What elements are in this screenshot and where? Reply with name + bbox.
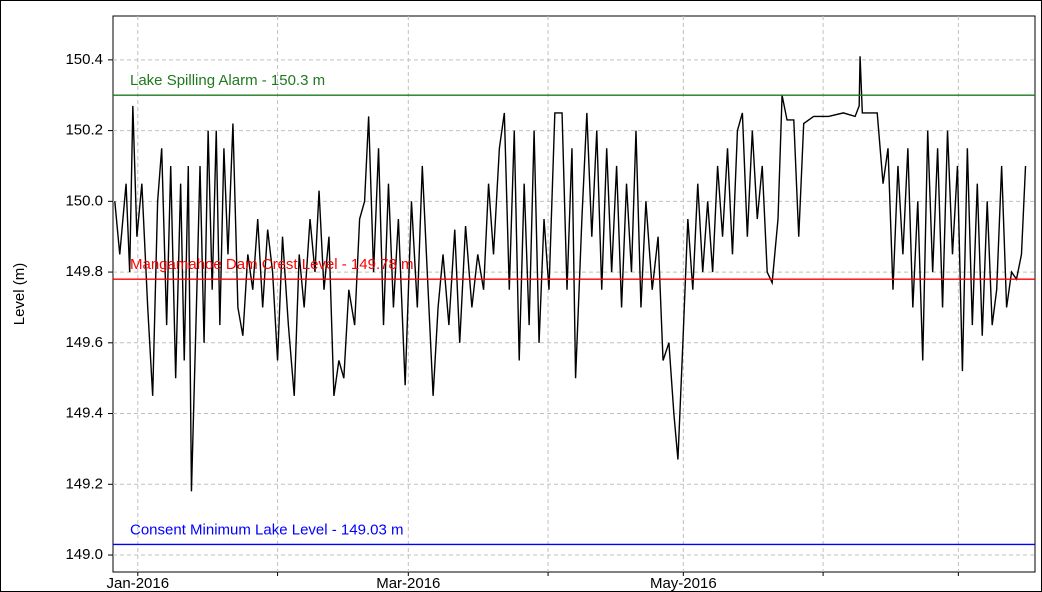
reference-label: Lake Spilling Alarm - 150.3 m — [130, 72, 325, 89]
reference-label: Mangamahoe Dam Crest Level - 149.78 m — [130, 256, 413, 273]
x-tick-label: May-2016 — [650, 575, 717, 592]
reference-label: Consent Minimum Lake Level - 149.03 m — [130, 521, 403, 538]
y-tick-label: 150.2 — [65, 122, 103, 139]
y-axis-label: Level (m) — [11, 263, 28, 326]
y-tick-label: 149.6 — [65, 334, 103, 351]
y-tick-label: 150.0 — [65, 192, 103, 209]
y-tick-label: 149.8 — [65, 263, 103, 280]
y-tick-label: 150.4 — [65, 51, 103, 68]
y-tick-label: 149.4 — [65, 405, 103, 422]
x-tick-label: Mar-2016 — [376, 575, 440, 592]
y-tick-label: 149.2 — [65, 475, 103, 492]
x-tick-label: Jan-2016 — [107, 575, 170, 592]
y-tick-label: 149.0 — [65, 546, 103, 563]
level-line — [114, 56, 1027, 492]
